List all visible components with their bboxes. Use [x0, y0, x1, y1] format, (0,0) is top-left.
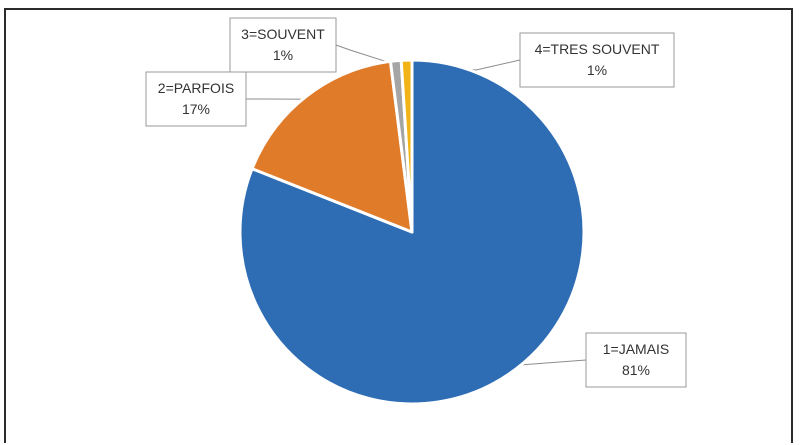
slice-label-3-souvent: 3=SOUVENT — [241, 26, 325, 42]
pie-slice-2-parfois — [250, 59, 414, 234]
slice-percent-3-souvent: 1% — [273, 47, 293, 63]
slice-percent-2-parfois: 17% — [182, 101, 210, 117]
callout-box-2-parfois — [145, 71, 247, 127]
pie-chart: 1=JAMAIS 81% 2=PARFOIS 17% 3=SOUVENT 1% 4=TRES… — [145, 17, 687, 406]
leader-line-3-souvent — [335, 44, 397, 66]
chart-frame: 1=JAMAIS 81% 2=PARFOIS 17% 3=SOUVENT 1% 4=TRES… — [4, 8, 793, 443]
callout-box-3-souvent — [229, 17, 337, 73]
callout-box-4-tres-souvent — [519, 32, 675, 88]
pie-slice-4-tres-souvent — [399, 58, 414, 234]
callout-box-1-jamais — [585, 332, 687, 388]
slice-label-1-jamais: 1=JAMAIS — [603, 341, 670, 357]
slice-percent-4-tres-souvent: 1% — [587, 62, 607, 78]
slice-percent-1-jamais: 81% — [622, 362, 650, 378]
slice-label-2-parfois: 2=PARFOIS — [158, 80, 234, 96]
callout-labels: 1=JAMAIS 81% 2=PARFOIS 17% 3=SOUVENT 1% 4=TRES… — [145, 17, 687, 388]
pie-slices — [238, 58, 586, 406]
slice-label-4-tres-souvent: 4=TRES SOUVENT — [535, 41, 660, 57]
